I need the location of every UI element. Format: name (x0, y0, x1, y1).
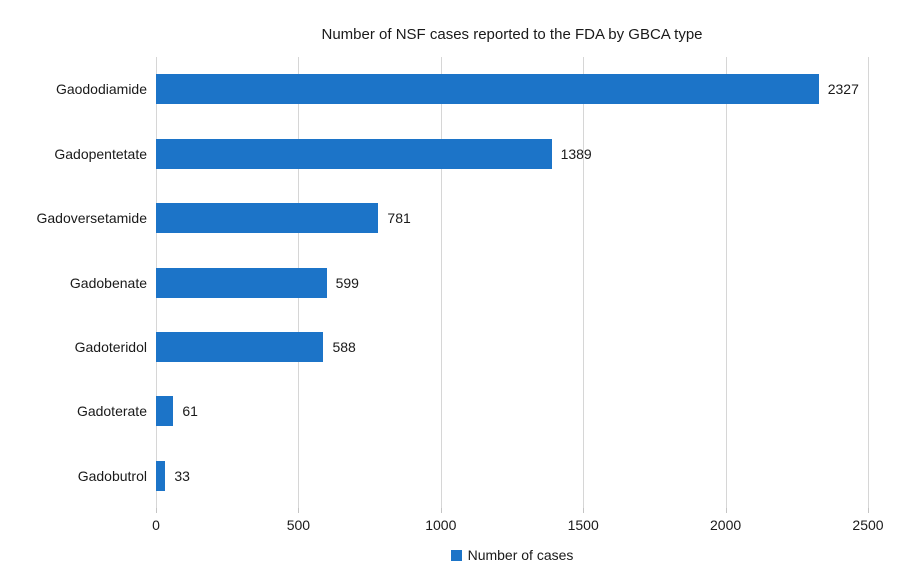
value-label: 588 (332, 338, 356, 355)
x-tick-label: 0 (152, 517, 160, 533)
gridline-x-1000 (440, 57, 442, 508)
legend-label: Number of cases (467, 547, 574, 563)
x-tick-label: 2500 (852, 517, 884, 533)
category-label: Gadobutrol (77, 467, 147, 484)
value-label: 599 (335, 274, 359, 291)
value-label: 2327 (827, 81, 859, 98)
bar-gadoteridol (156, 331, 324, 362)
x-tick-mark (156, 508, 157, 513)
category-label: Gadoteridol (74, 338, 147, 355)
category-label: Gaododiamide (55, 81, 147, 98)
plot-area: 0 500 1000 1500 2000 2500 Gaododiamide 2327 Gado… (36, 57, 884, 533)
x-tick-mark (725, 508, 727, 513)
value-label: 33 (174, 467, 190, 484)
bar-gadoversetamide (156, 203, 379, 234)
category-label: Gadopentetate (54, 145, 147, 162)
gridline-x-2500 (868, 57, 869, 508)
category-label: Gadoterate (76, 403, 147, 420)
x-tick-label: 500 (286, 517, 311, 533)
bar-gadoterate (156, 396, 174, 427)
legend: Number of cases (156, 547, 868, 563)
x-tick-mark (440, 508, 442, 513)
value-label: 1389 (560, 145, 592, 162)
bar-gadopentetate (156, 138, 552, 169)
chart-title: Number of NSF cases reported to the FDA … (321, 26, 703, 43)
x-tick-label: 2000 (710, 517, 742, 533)
bar-gadobenate (156, 267, 327, 298)
x-tick-mark (298, 508, 300, 513)
x-tick-mark (868, 508, 869, 513)
x-tick-mark (583, 508, 585, 513)
category-label: Gadoversetamide (36, 210, 147, 227)
x-tick-label: 1000 (425, 517, 457, 533)
legend-swatch-icon (450, 549, 462, 561)
x-tick-label: 1500 (567, 517, 599, 533)
gridline-x-1500 (583, 57, 585, 508)
bar-gaododiamide (156, 74, 819, 105)
value-label: 61 (182, 403, 198, 420)
gridline-x-2000 (725, 57, 727, 508)
category-label: Gadobenate (69, 274, 147, 291)
value-label: 781 (387, 210, 411, 227)
bar-gadobutrol (156, 460, 166, 491)
